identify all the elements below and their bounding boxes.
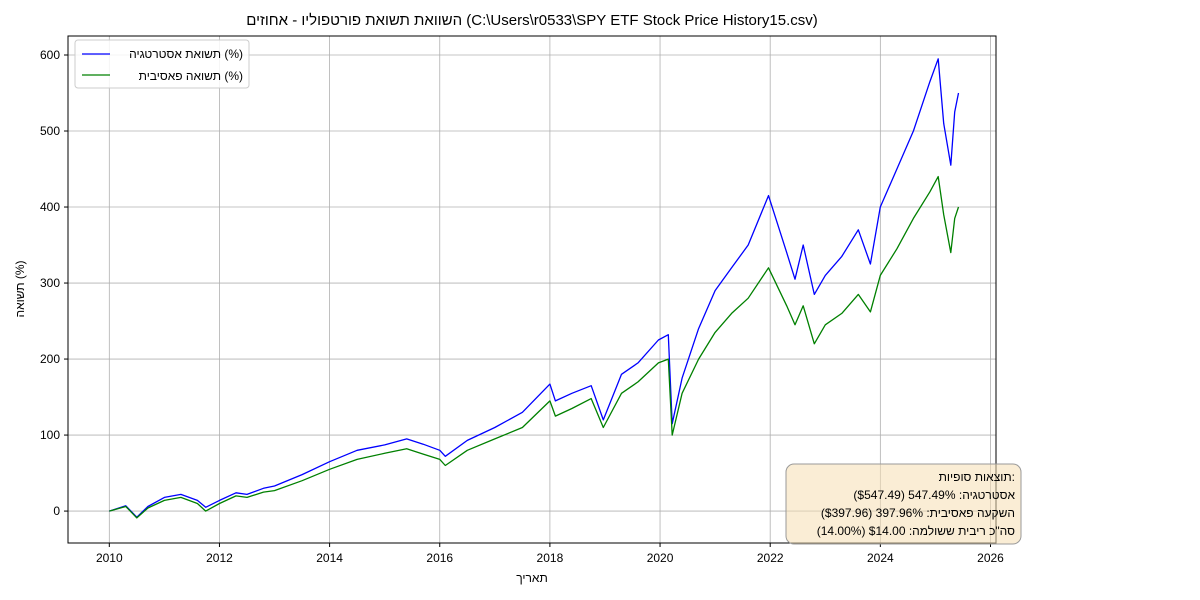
results-box-frame <box>785 463 1022 545</box>
y-tick-label: 100 <box>40 428 60 442</box>
legend-label-passive: תשואה פאסיבית (%) <box>139 69 243 83</box>
results-line-strategy: אסטרטגיה: 547.49% ($547.49) <box>853 488 1015 502</box>
y-tick-label: 0 <box>53 504 60 518</box>
results-box: תוצאות סופיות: אסטרטגיה: 547.49% ($547.4… <box>785 463 1022 545</box>
strategy-return-line <box>109 58 960 518</box>
x-tick-label: 2020 <box>647 551 674 565</box>
results-line-passive: השקעה פאסיבית: 397.96% ($397.96) <box>821 506 1015 520</box>
y-axis: 0 100 200 300 400 500 600 <box>40 48 68 518</box>
legend-frame <box>74 39 250 89</box>
y-tick-label: 400 <box>40 200 60 214</box>
x-tick-label: 2016 <box>426 551 453 565</box>
legend-label-strategy: תשואת אסטרטגיה (%) <box>129 47 243 61</box>
x-tick-label: 2022 <box>757 551 784 565</box>
y-tick-label: 300 <box>40 276 60 290</box>
passive-return-line <box>109 175 960 519</box>
x-tick-label: 2018 <box>537 551 564 565</box>
legend: תשואת אסטרטגיה (%) תשואה פאסיבית (%) <box>74 39 250 89</box>
plot-frame <box>67 35 997 544</box>
series-layer <box>109 58 960 519</box>
x-tick-label: 2010 <box>96 551 123 565</box>
x-tick-label: 2026 <box>977 551 1004 565</box>
y-tick-label: 600 <box>40 48 60 62</box>
x-tick-label: 2012 <box>206 551 233 565</box>
plot-background <box>68 36 996 543</box>
results-line-interest: סה"כ ריבית ששולמה: $14.00 (14.00%) <box>817 524 1015 538</box>
y-tick-label: 500 <box>40 124 60 138</box>
y-axis-label: תשואה (%) <box>13 260 27 317</box>
x-tick-label: 2024 <box>867 551 894 565</box>
results-line-heading: תוצאות סופיות: <box>939 470 1015 484</box>
x-tick-label: 2014 <box>316 551 343 565</box>
y-tick-label: 200 <box>40 352 60 366</box>
x-axis: 2010 2012 2014 2016 2018 2020 2022 2024 2026 <box>96 543 1004 565</box>
x-axis-label: תאריך <box>516 571 548 585</box>
chart-title: השוואת תשואת פורטפוליו - אחוזים (C:\User… <box>246 12 818 29</box>
